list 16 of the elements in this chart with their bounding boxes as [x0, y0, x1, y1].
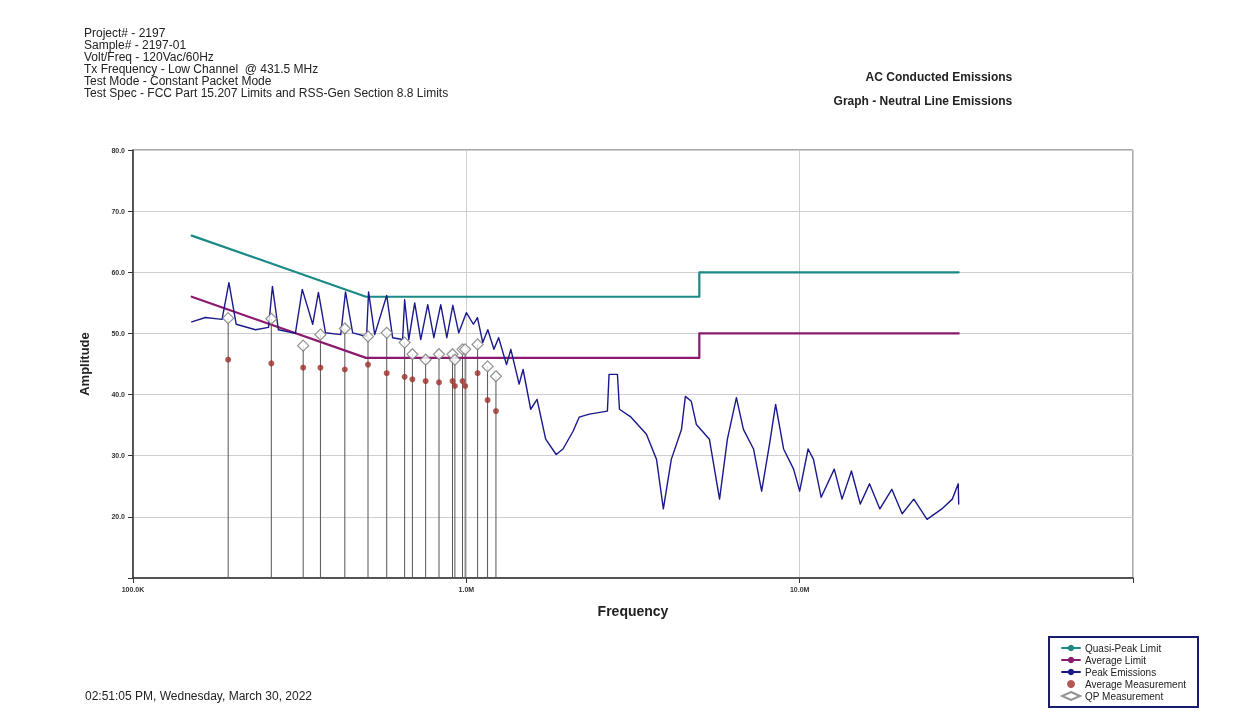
x-axis-title: Frequency [597, 603, 669, 619]
legend-label: QP Measurement [1085, 690, 1164, 702]
text: Test Spec - FCC Part 15.207 Limits and RSS-Gen Section 8.8 Limits [84, 86, 449, 100]
text: 02:51:05 PM, Wednesday, March 30, 2022 [85, 689, 313, 703]
legend-label: Peak Emissions [1085, 666, 1157, 678]
text: Sample# - 2197-01 [84, 38, 187, 52]
text: Project# - 2197 [84, 26, 166, 40]
text: Test Mode - Constant Packet Mode [84, 74, 272, 88]
y-axis-title: Amplitude [77, 332, 92, 396]
legend-label: Average Limit [1085, 654, 1147, 666]
text: Tx Frequency - Low Channel @ 431.5 MHz [84, 62, 319, 76]
chart-title: AC Conducted Emissions [865, 70, 1013, 84]
legend-label: Quasi-Peak Limit [1085, 642, 1162, 654]
text: Volt/Freq - 120Vac/60Hz [84, 50, 214, 64]
legend-label: Average Measurement [1085, 678, 1187, 690]
chart-subtitle: Graph - Neutral Line Emissions [833, 94, 1013, 108]
